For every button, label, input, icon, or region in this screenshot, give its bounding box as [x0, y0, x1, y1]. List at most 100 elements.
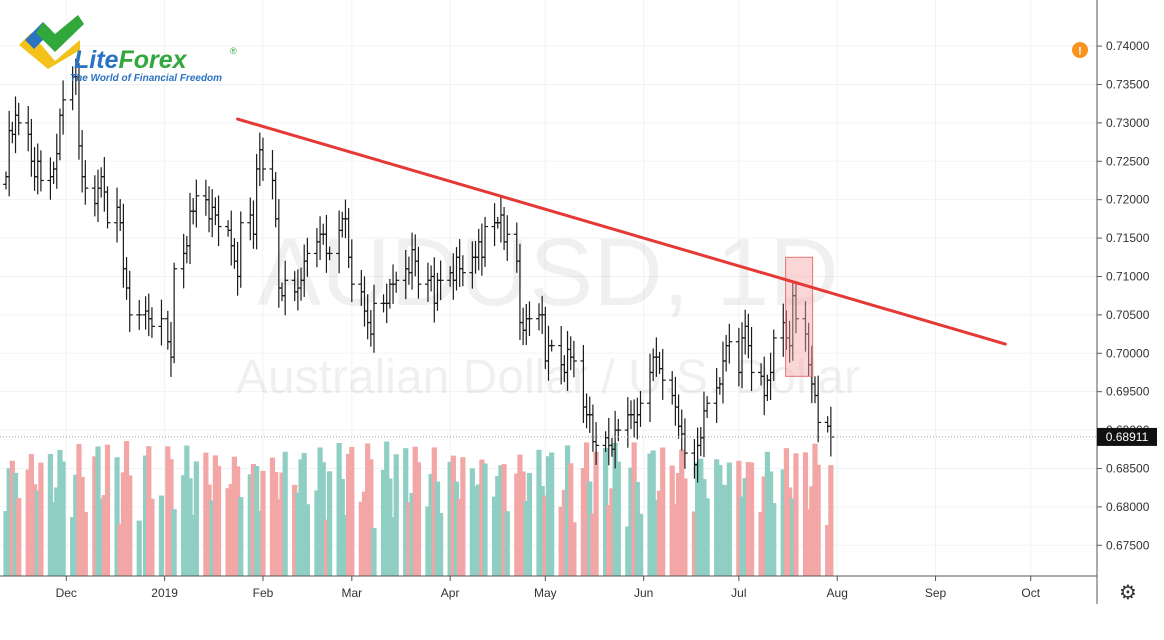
price-bar	[12, 96, 19, 154]
volume-bar	[438, 513, 444, 576]
volume-bar	[637, 513, 644, 576]
price-bar	[95, 169, 102, 223]
gear-icon[interactable]: ⚙	[1119, 582, 1137, 604]
price-bar	[142, 296, 149, 330]
x-tick-label: Feb	[253, 586, 274, 600]
highlight-box[interactable]	[785, 256, 814, 377]
price-bar	[123, 256, 130, 300]
volume-bar	[745, 461, 751, 576]
volume-bar	[6, 468, 12, 576]
volume-bar	[371, 528, 377, 576]
y-tick-label: 0.68000	[1106, 500, 1150, 514]
volume-bar	[701, 479, 707, 576]
price-bar	[526, 301, 533, 337]
volume-bar	[149, 498, 155, 576]
volume-bar	[9, 460, 15, 576]
y-tick-label: 0.73000	[1106, 116, 1150, 130]
volume-bar	[215, 466, 222, 576]
price-bar	[548, 339, 555, 352]
volume-bar	[767, 471, 774, 576]
price-bar	[697, 427, 704, 457]
price-bar	[98, 167, 105, 198]
volume-bar	[403, 448, 409, 576]
alert-icon[interactable]: !	[1072, 42, 1088, 58]
volume-bar	[181, 475, 187, 576]
volume-bar	[580, 468, 586, 576]
x-axis-ticks: Dec 2019 Feb Mar Apr May Jun Jul Aug Sep Oct	[56, 576, 1041, 600]
alert-icon-circle[interactable]	[1072, 42, 1088, 58]
price-bar	[415, 246, 422, 299]
price-bar	[704, 396, 711, 418]
volume-bar	[273, 471, 279, 576]
volume-bar	[165, 446, 171, 576]
price-bar	[593, 422, 600, 465]
volume-bar	[393, 454, 399, 576]
price-bar	[34, 143, 41, 195]
volume-bar	[536, 449, 542, 576]
volume-bar	[292, 484, 298, 576]
volume-bar	[625, 526, 631, 576]
watermark-symbol: AUDUSD, 1D	[257, 219, 838, 326]
price-bar	[615, 418, 622, 442]
volume-bar	[447, 461, 453, 576]
volume-bar	[390, 517, 396, 576]
volume-bar	[612, 442, 618, 576]
volume-bar	[212, 455, 218, 576]
volume-bar	[472, 486, 479, 576]
logo-mark-yellow-right	[48, 40, 80, 69]
volume-bar	[247, 474, 253, 576]
volume-bar	[526, 472, 533, 576]
volume-bar	[57, 449, 63, 576]
volume-bar	[73, 474, 79, 576]
volume-bar	[453, 481, 460, 576]
volume-bar	[365, 443, 371, 576]
price-bar	[748, 326, 755, 392]
volume-bar	[82, 512, 88, 576]
volume-bar	[491, 496, 498, 576]
x-tick-label: Sep	[925, 586, 947, 600]
price-bar	[247, 197, 254, 241]
volume-bar	[787, 487, 793, 576]
volume-bar	[780, 469, 786, 576]
volume-bar	[228, 484, 234, 576]
y-tick-label: 0.72500	[1106, 154, 1150, 168]
volume-bar	[28, 454, 34, 576]
price-bar	[25, 106, 32, 152]
volume-bar	[387, 478, 393, 576]
last-price-value: 0.68911	[1106, 430, 1149, 444]
x-tick-label: Dec	[56, 586, 77, 600]
volume-bar	[16, 497, 22, 576]
volume-bar	[117, 524, 123, 576]
volume-bar	[231, 456, 238, 576]
volume-bar	[260, 470, 266, 576]
volume-bar	[326, 471, 333, 576]
volume-bar	[428, 473, 434, 576]
volume-bar	[501, 464, 507, 576]
volume-bar	[317, 447, 323, 576]
price-bar	[726, 323, 733, 364]
price-bar	[269, 150, 276, 200]
price-bar	[259, 137, 266, 181]
price-bar	[231, 238, 238, 269]
volume-bar	[295, 492, 301, 576]
alert-icon-glyph: !	[1078, 46, 1082, 58]
x-tick-label: Oct	[1021, 586, 1040, 600]
y-axis-ticks: 0.675000.680000.685000.690000.695000.700…	[1097, 39, 1150, 552]
x-tick-label: Jul	[731, 586, 746, 600]
price-bar	[570, 340, 577, 378]
price-bar	[234, 241, 241, 296]
volume-bar	[409, 492, 415, 576]
volume-bar	[561, 489, 567, 576]
volume-bar	[679, 449, 685, 576]
resistance-trendline[interactable]	[236, 117, 1007, 346]
volume-bar	[431, 447, 437, 576]
volume-bar	[323, 519, 330, 576]
price-bar	[206, 186, 213, 233]
price-bar	[37, 150, 44, 192]
price-bar	[158, 299, 165, 346]
volume-bar	[571, 522, 577, 576]
volume-bar	[761, 476, 767, 576]
volume-bar	[304, 504, 310, 576]
price-bar	[631, 399, 638, 438]
